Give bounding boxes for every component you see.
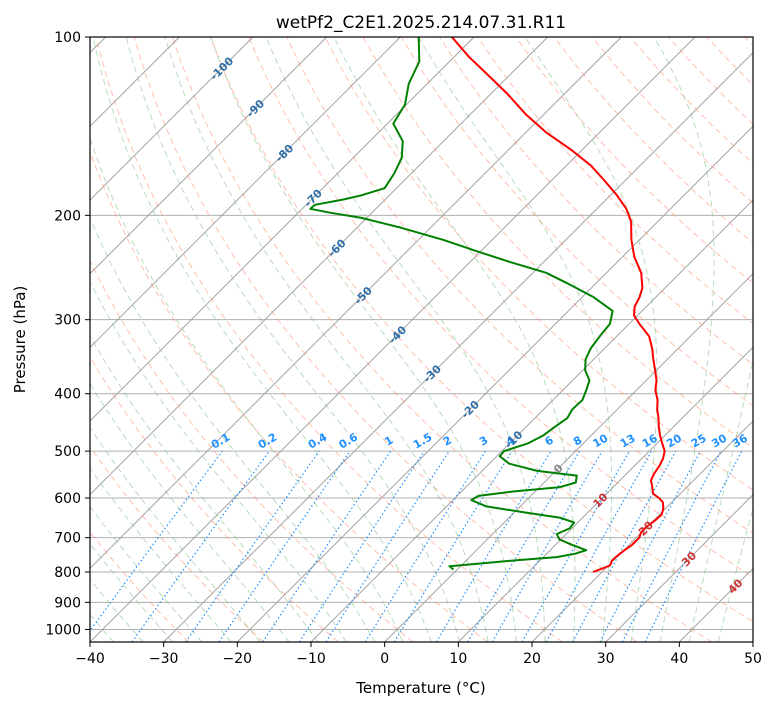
- y-tick-label: 100: [54, 30, 81, 46]
- chart-title: wetPf2_C2E1.2025.214.07.31.R11: [276, 13, 566, 33]
- mixing-ratio-line: [298, 450, 425, 642]
- mixing-ratio-line: [185, 450, 320, 642]
- dry-adiabat-line: [90, 356, 339, 642]
- x-axis-ticks: −40 −30 −20 −10 0 10 20 30 40 50: [75, 642, 762, 667]
- mixing-ratio-line: [131, 450, 270, 642]
- moist-adiabat-line: [717, 506, 753, 642]
- isotherm-line: [458, 346, 753, 642]
- dry-adiabat-line: [324, 37, 753, 491]
- moist-adiabat-line: [90, 505, 203, 642]
- y-tick-label: 300: [54, 313, 81, 329]
- mixing-ratio-line: [572, 450, 677, 642]
- mixing-ratio-line: [325, 450, 450, 642]
- y-tick-label: 1000: [45, 622, 81, 638]
- isotherm-line: [90, 37, 622, 569]
- x-tick-label: −20: [223, 651, 253, 667]
- y-axis-ticks: 100 200 300 400 500 600 700 800 900 1000: [45, 30, 90, 638]
- x-axis-label: Temperature (°C): [355, 679, 485, 697]
- x-tick-label: 40: [670, 651, 688, 667]
- y-tick-label: 700: [54, 531, 81, 547]
- isotherm-line: [90, 37, 475, 422]
- sounding-profiles: [309, 37, 666, 573]
- isotherm-line: [531, 420, 753, 642]
- mixing-ratio-line: [262, 450, 392, 642]
- dry-adiabat-line: [95, 37, 563, 642]
- mixing-ratio-line: [90, 450, 223, 632]
- dry-adiabat-line: [286, 37, 753, 534]
- mixing-ratio-line: [644, 450, 743, 642]
- moist-adiabat-lines: [90, 37, 753, 642]
- x-tick-label: −40: [75, 651, 105, 667]
- moist-adiabat-line: [688, 358, 753, 642]
- dewpoint-profile-line: [309, 37, 614, 571]
- x-tick-label: 30: [597, 651, 615, 667]
- moist-adiabat-line: [524, 37, 658, 642]
- dry-adiabat-line: [90, 259, 414, 642]
- moist-adiabat-line: [92, 37, 432, 642]
- isotherm-line: [90, 37, 327, 275]
- y-tick-label: 900: [54, 595, 81, 611]
- isotherm-line: [163, 52, 753, 642]
- isotherm-line: [384, 273, 753, 642]
- y-axis-label: Pressure (hPa): [11, 286, 29, 394]
- x-tick-label: 10: [449, 651, 467, 667]
- dry-adiabat-line: [171, 37, 712, 642]
- y-tick-label: 800: [54, 565, 81, 581]
- moist-adiabat-line: [210, 37, 517, 642]
- moist-adiabat-line: [90, 426, 261, 642]
- y-tick-label: 500: [54, 444, 81, 460]
- moist-adiabat-line: [125, 37, 461, 642]
- moist-adiabat-line: [90, 578, 144, 642]
- plot-area: 0.1 0.2 0.4 0.6 1 1.5 2 3 4 6 8 10 13 16 20 25 30 36-100-…: [90, 37, 753, 642]
- isotherm-line: [90, 37, 254, 201]
- plot-frame: [89, 36, 754, 643]
- moist-adiabat-line: [90, 280, 347, 642]
- isotherm-lines: [90, 37, 753, 642]
- x-tick-label: 50: [744, 651, 762, 667]
- moist-adiabat-line: [333, 37, 576, 642]
- moist-adiabat-line: [90, 216, 376, 642]
- dry-adiabat-line: [515, 37, 753, 284]
- moist-adiabat-line: [265, 37, 546, 642]
- mixing-ratio-line: [218, 450, 351, 642]
- x-tick-label: −10: [296, 651, 326, 667]
- x-tick-label: −30: [149, 651, 179, 667]
- y-tick-label: 200: [54, 208, 81, 224]
- moist-adiabat-line: [164, 37, 489, 642]
- temperature-profile-line: [451, 37, 666, 573]
- dry-adiabat-line: [90, 445, 264, 642]
- isotherm-line: [237, 125, 753, 642]
- moist-adiabat-line: [90, 542, 173, 642]
- isotherm-line: [90, 37, 401, 348]
- x-tick-label: 0: [380, 651, 389, 667]
- x-tick-label: 20: [523, 651, 541, 667]
- moist-adiabat-line: [90, 136, 404, 642]
- moist-adiabat-line: [90, 334, 319, 642]
- mixing-ratio-line: [545, 450, 653, 642]
- isotherm-line: [90, 37, 696, 642]
- dry-adiabat-line: [248, 37, 753, 578]
- moist-adiabat-line: [653, 37, 715, 642]
- isotherm-line: [90, 37, 548, 496]
- pressure-gridlines: [90, 37, 753, 630]
- y-tick-label: 600: [54, 491, 81, 507]
- mixing-ratio-line: [521, 450, 631, 642]
- moist-adiabat-line: [90, 467, 232, 642]
- moist-adiabat-line: [418, 37, 613, 642]
- moist-adiabat-line: [90, 382, 290, 642]
- y-tick-label: 400: [54, 387, 81, 403]
- isotherm-line: [605, 494, 753, 642]
